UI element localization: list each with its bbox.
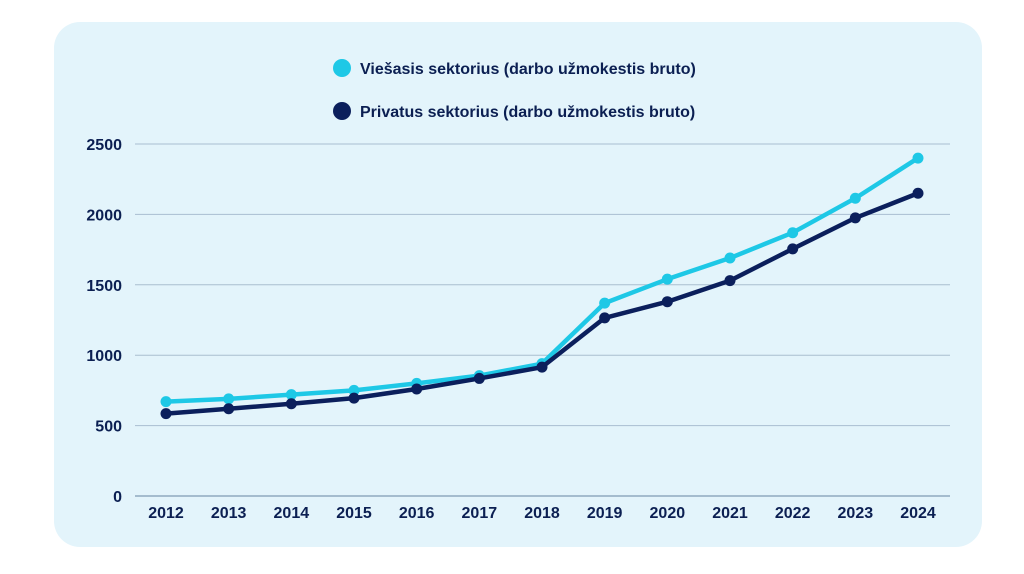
data-point-private[interactable] [473, 372, 485, 384]
data-point-private[interactable] [223, 403, 235, 415]
data-point-private[interactable] [849, 212, 861, 224]
series-private [160, 187, 924, 420]
x-tick-label: 2017 [462, 505, 498, 522]
data-point-public[interactable] [912, 152, 924, 164]
legend-marker-public [333, 59, 351, 77]
x-tick-label: 2020 [650, 505, 686, 522]
data-point-public[interactable] [160, 396, 172, 408]
legend-item-private[interactable]: Privatus sektorius (darbo užmokestis bru… [333, 102, 695, 121]
data-point-public[interactable] [787, 227, 799, 239]
x-tick-label: 2012 [148, 505, 184, 522]
x-tick-label: 2021 [712, 505, 748, 522]
data-point-private[interactable] [411, 383, 423, 395]
data-point-public[interactable] [285, 389, 297, 401]
data-point-private[interactable] [724, 275, 736, 287]
y-tick-label: 1500 [86, 278, 122, 295]
legend-label-private: Privatus sektorius (darbo užmokestis bru… [360, 104, 695, 121]
x-tick-label: 2024 [900, 505, 936, 522]
x-tick-label: 2022 [775, 505, 811, 522]
series [160, 152, 924, 420]
y-tick-label: 2500 [86, 137, 122, 154]
data-point-public[interactable] [348, 384, 360, 396]
x-tick-label: 2013 [211, 505, 247, 522]
gridlines [135, 143, 950, 497]
x-tick-label: 2016 [399, 505, 435, 522]
x-tick-label: 2015 [336, 505, 372, 522]
legend-marker-private [333, 102, 351, 120]
y-tick-label: 1000 [86, 348, 122, 365]
data-point-public[interactable] [724, 252, 736, 264]
data-point-public[interactable] [223, 393, 235, 405]
data-point-private[interactable] [285, 398, 297, 410]
y-axis-ticks: 0 500 1000 1500 2000 2500 [86, 137, 122, 506]
x-tick-label: 2023 [838, 505, 874, 522]
x-axis-ticks: 2012 2013 2014 2015 2016 2017 2018 2019 2020 2021… [148, 505, 936, 522]
data-point-private[interactable] [348, 392, 360, 404]
data-point-public[interactable] [599, 297, 611, 309]
y-tick-label: 500 [95, 419, 122, 436]
data-point-private[interactable] [536, 361, 548, 373]
data-point-private[interactable] [912, 187, 924, 199]
x-tick-label: 2018 [524, 505, 560, 522]
y-tick-label: 0 [113, 489, 122, 506]
data-point-private[interactable] [599, 312, 611, 324]
data-point-public[interactable] [661, 273, 673, 285]
legend: Viešasis sektorius (darbo užmokestis bru… [333, 59, 696, 121]
x-tick-label: 2019 [587, 505, 623, 522]
y-tick-label: 2000 [86, 207, 122, 224]
legend-item-public[interactable]: Viešasis sektorius (darbo užmokestis bru… [333, 59, 696, 78]
data-point-private[interactable] [160, 408, 172, 420]
data-point-private[interactable] [787, 243, 799, 255]
x-tick-label: 2014 [274, 505, 310, 522]
data-point-private[interactable] [661, 296, 673, 308]
legend-label-public: Viešasis sektorius (darbo užmokestis bru… [360, 61, 696, 78]
data-point-public[interactable] [849, 192, 861, 204]
